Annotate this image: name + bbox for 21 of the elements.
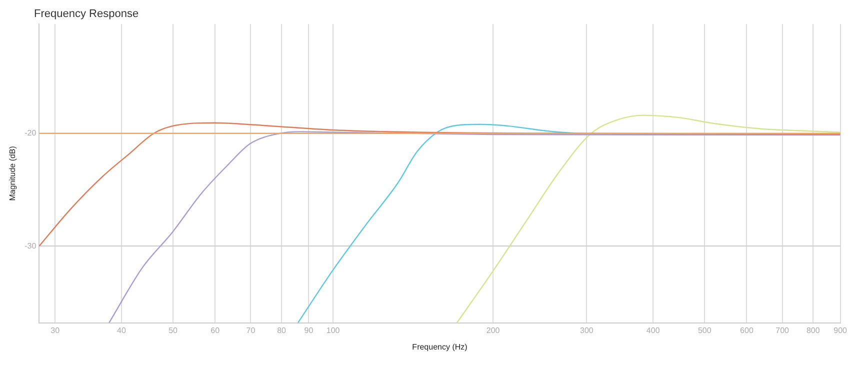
x-tick-label: 900 xyxy=(834,326,848,335)
x-tick-label: 90 xyxy=(304,326,314,335)
x-tick-label: 100 xyxy=(326,326,340,335)
x-tick-label: 800 xyxy=(806,326,820,335)
y-tick-label: -20 xyxy=(24,128,37,138)
x-tick-label: 700 xyxy=(776,326,790,335)
x-axis-title: Frequency (Hz) xyxy=(412,342,468,352)
x-tick-label: 30 xyxy=(50,326,60,335)
x-tick-label: 600 xyxy=(740,326,754,335)
x-tick-label: 70 xyxy=(246,326,256,335)
x-tick-label: 200 xyxy=(486,326,500,335)
x-tick-label: 60 xyxy=(210,326,220,335)
x-tick-label: 400 xyxy=(646,326,660,335)
y-tick-label: -30 xyxy=(24,241,37,250)
x-tick-label: 50 xyxy=(168,326,178,335)
x-tick-label: 300 xyxy=(580,326,594,335)
x-tick-label: 80 xyxy=(277,326,287,335)
y-axis-title: Magnitude (dB) xyxy=(8,146,18,201)
x-tick-label: 500 xyxy=(698,326,712,335)
x-tick-label: 40 xyxy=(117,326,127,335)
chart-title: Frequency Response xyxy=(34,8,139,20)
